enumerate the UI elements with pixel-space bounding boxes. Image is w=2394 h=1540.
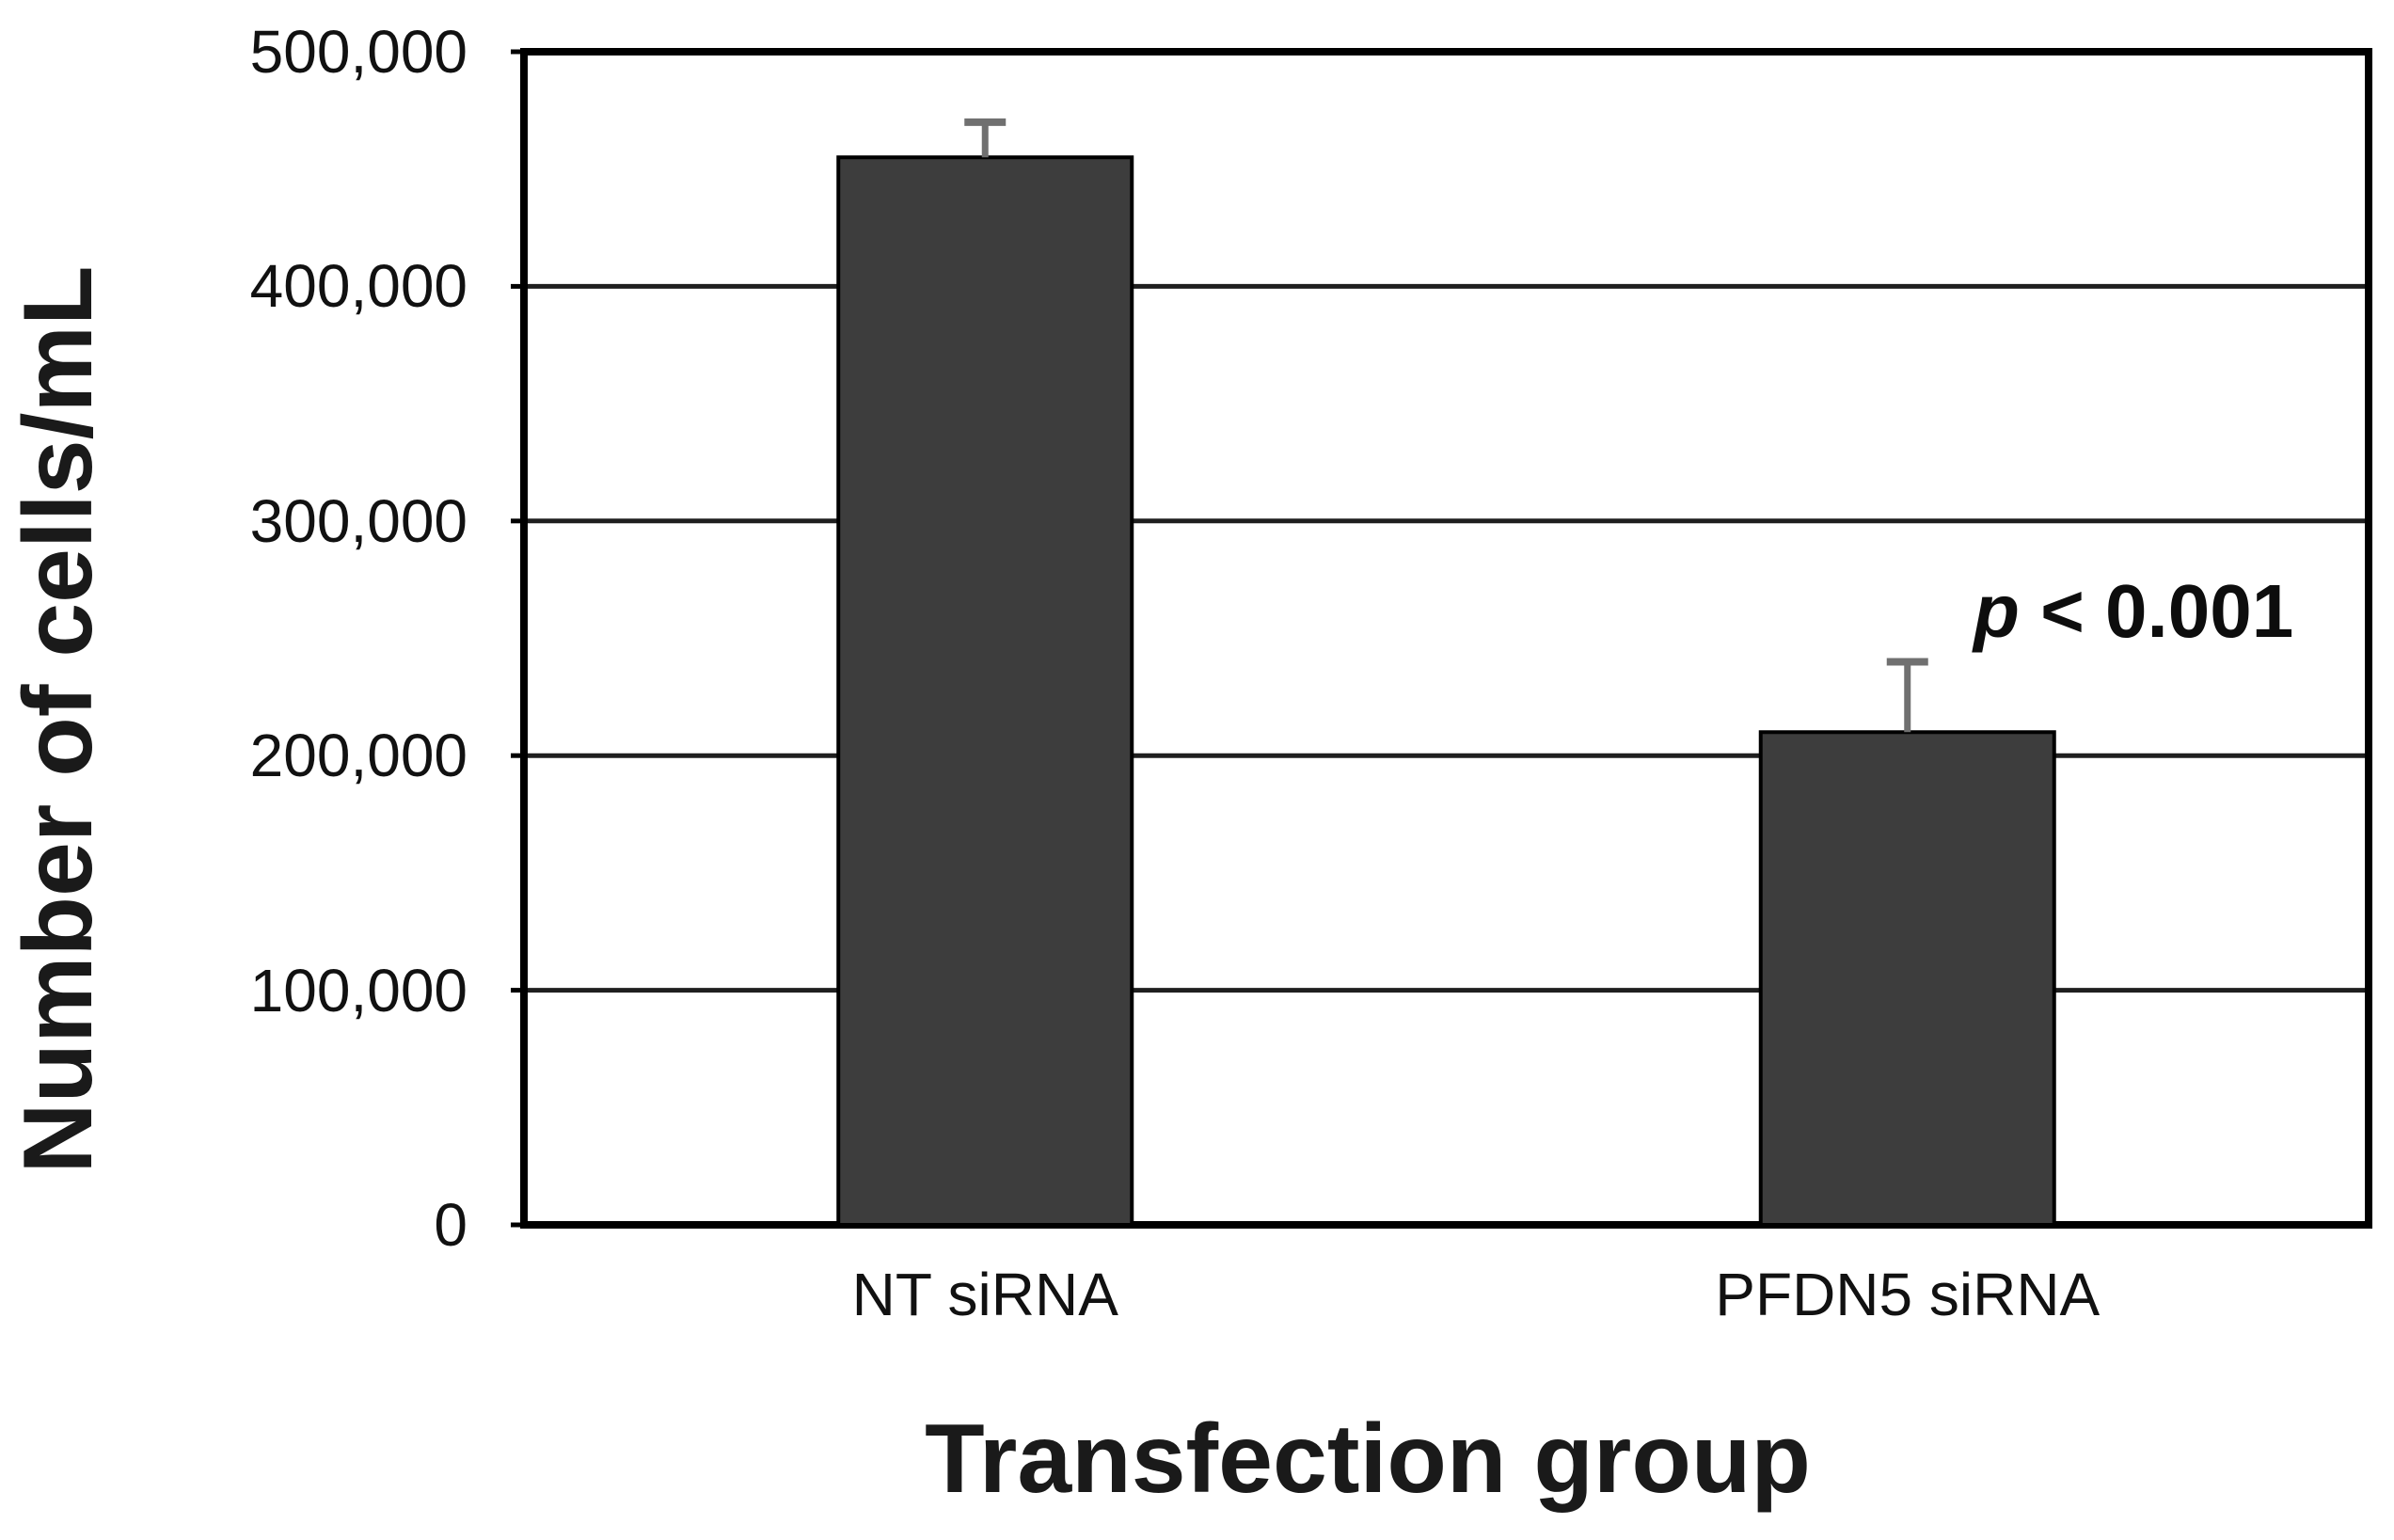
x-axis-category-label: NT siRNA (851, 1261, 1118, 1328)
p-symbol: p (1974, 569, 2020, 653)
p-value-annotation: p < 0.001 (1974, 564, 2293, 659)
bar-pfdn5-sirna (1758, 730, 2056, 1227)
bar-nt-sirna (836, 155, 1134, 1228)
x-axis-title: Transfection group (925, 1405, 1811, 1514)
y-axis-tick-label: 400,000 (249, 252, 468, 321)
p-value-spacer (2020, 569, 2040, 653)
x-axis-category-label: PFDN5 siRNA (1715, 1261, 2101, 1328)
y-axis-tick-label: 0 (434, 1191, 468, 1259)
p-value-text: < 0.001 (2040, 569, 2294, 653)
y-axis-tick-label: 100,000 (249, 956, 468, 1024)
y-axis-tick-label: 500,000 (249, 18, 468, 86)
y-axis-tick-label: 300,000 (249, 486, 468, 555)
y-axis-tick-label: 200,000 (249, 722, 468, 790)
plot-border (520, 48, 2372, 1229)
